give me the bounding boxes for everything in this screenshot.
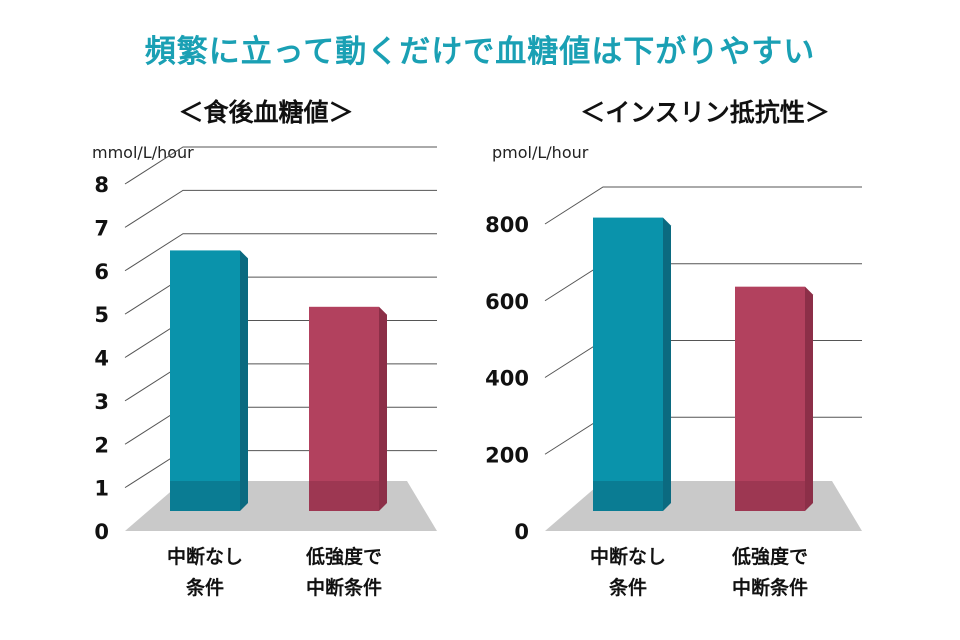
bar	[735, 286, 805, 511]
y-tick-label: 7	[94, 216, 109, 240]
category-label: 中断条件	[306, 576, 382, 599]
bar-side	[663, 217, 671, 511]
right-chart-title: ＜インスリン抵抗性＞	[580, 98, 830, 127]
y-tick-label: 6	[94, 260, 109, 284]
y-tick-label: 5	[94, 303, 109, 327]
y-tick-label: 400	[485, 367, 529, 391]
bar	[593, 217, 663, 511]
y-tick-label: 1	[94, 477, 109, 501]
gridline	[544, 263, 862, 302]
bar	[170, 250, 240, 511]
left-y-axis-unit: mmol/L/hour	[92, 143, 194, 162]
y-tick-label: 200	[485, 443, 529, 467]
y-tick-label: 4	[94, 347, 109, 371]
bar-floor-shade	[735, 481, 805, 511]
gridline	[544, 416, 862, 455]
bar-floor-shade	[170, 481, 240, 511]
category-label: 中断なし	[167, 545, 243, 568]
y-tick-label: 0	[514, 520, 529, 544]
gridline	[124, 146, 437, 185]
bar-floor-shade	[593, 481, 663, 511]
category-label: 中断条件	[732, 576, 808, 599]
bar-side	[379, 306, 387, 511]
main-title: 頻繁に立って動くだけで血糖値は下がりやすい	[144, 34, 816, 70]
category-label: 中断なし	[590, 545, 666, 568]
gridline	[544, 340, 862, 378]
bar	[309, 306, 379, 511]
chart-floor	[545, 481, 862, 531]
right-y-axis-unit: pmol/L/hour	[492, 143, 589, 162]
gridline	[124, 233, 437, 272]
gridline	[124, 189, 437, 228]
gridline	[544, 186, 862, 225]
left-chart-title: ＜食後血糖値＞	[178, 98, 354, 127]
y-tick-label: 600	[485, 290, 529, 314]
y-tick-label: 3	[94, 390, 109, 414]
bar-side	[805, 286, 813, 511]
category-label: 低強度で	[731, 545, 808, 568]
bar-side	[240, 250, 248, 511]
category-label: 条件	[186, 576, 224, 599]
y-tick-label: 8	[94, 173, 109, 197]
category-label: 低強度で	[305, 545, 382, 568]
y-tick-label: 800	[485, 213, 529, 237]
category-label: 条件	[609, 576, 647, 599]
bar-floor-shade	[309, 481, 379, 511]
y-tick-label: 2	[94, 433, 109, 457]
y-tick-label: 0	[94, 520, 109, 544]
